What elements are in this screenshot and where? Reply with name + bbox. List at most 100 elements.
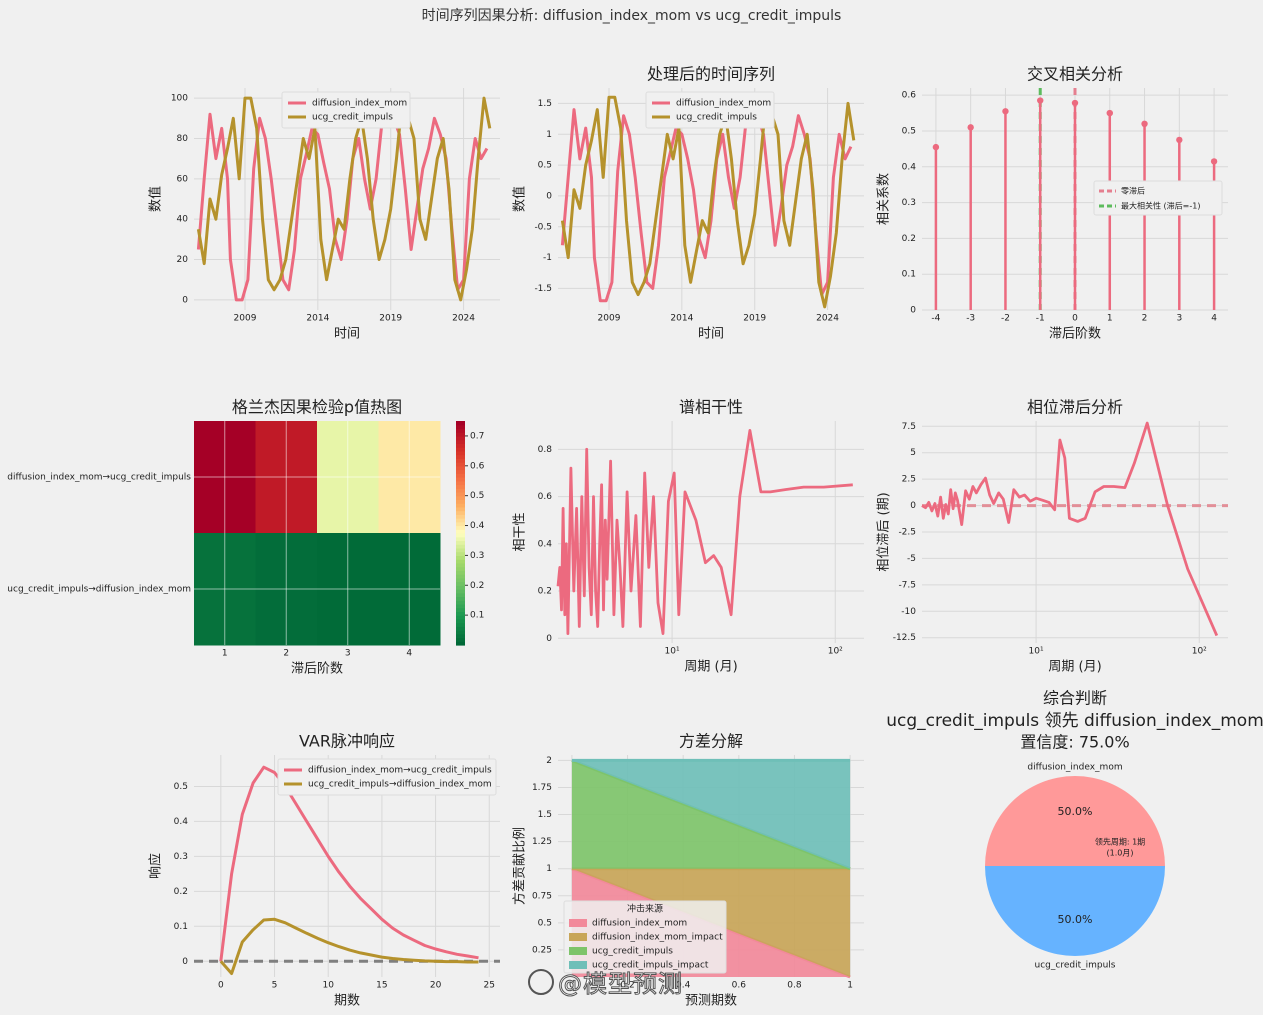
xcorr-marker [1071,99,1079,107]
processed-ylabel: 数值 [512,186,528,212]
colorbar-segment [456,473,465,478]
colorbar-segment [456,510,465,515]
processed-xtick-label: 2024 [816,314,839,324]
heatmap-ytick-label: diffusion_index_mom→ucg_credit_impuls [7,473,191,483]
phase-title: 相位滞后分析 [1027,398,1123,417]
colorbar-segment [456,491,465,497]
processed-legend [645,91,775,129]
colorbar-segment [456,562,465,568]
watermark: @模型预测 [528,964,683,999]
coherence-xlabel: 周期 (月) [684,660,737,675]
vardec-legend-swatch [569,919,587,927]
raw-axes: 2009 2014 2019 2024 0 20 40 60 80 100 时间 数值 diffusio… [148,88,500,342]
processed-ytick-label: 0 [546,191,552,201]
phase-xtick-label: 10² [1192,647,1207,657]
colorbar-segment [456,450,465,456]
irf-ylabel: 响应 [148,853,164,879]
irf-ytick-label: 0.4 [174,817,189,827]
colorbar-segment [456,577,465,583]
phase-ytick-label: 0 [910,501,916,511]
irf-legend-label: ucg_credit_impuls→diffusion_index_mom [308,780,492,790]
pie-slice-1 [985,866,1165,956]
colorbar-segment [456,555,465,560]
irf-series-1 [219,917,479,975]
xcorr-ytick-label: 0.1 [902,270,916,280]
xcorr-xtick-label: -3 [966,314,975,324]
colorbar-segment [456,566,465,571]
colorbar-segment [456,454,465,459]
vardec-ytick-label: 1 [546,864,552,874]
vardec-xtick-label: 0.6 [732,981,747,991]
heatmap-xtick-label: 3 [345,649,351,659]
phase-ytick-label: -7.5 [898,580,916,590]
phase-ytick-label: -5 [907,554,916,564]
processed-ytick-label: -0.5 [534,222,552,232]
heatmap-xtick-label: 2 [283,649,289,659]
vardec-xlabel: 预测期数 [685,994,737,1009]
raw-ytick-label: 60 [177,174,189,184]
irf-ytick-label: 0.3 [174,852,188,862]
irf-ytick-label: 0.2 [174,887,188,897]
colorbar-segment [456,596,465,601]
phase-xtick-label: 10¹ [1029,647,1044,657]
xcorr-marker [967,124,974,131]
colorbar-segment [456,443,465,448]
irf-xtick-label: 20 [430,981,442,991]
vardec-xtick-label: 0 [569,981,575,991]
colorbar-segment [456,439,465,444]
irf-xtick-label: 0 [218,981,224,991]
colorbar-segment [456,600,465,605]
vardec-area-3 [571,760,851,869]
vardec-legend-swatch [569,947,587,955]
raw-ytick-label: 80 [177,134,189,144]
xcorr-marker [1037,97,1044,104]
coherence-title: 谱相干性 [679,398,743,417]
vardec-ytick-label: 0.75 [532,891,552,901]
colorbar-tick-label: 0.2 [470,581,484,591]
colorbar-segment [456,622,465,627]
xcorr-marker [1210,158,1218,165]
colorbar-segment [456,547,465,553]
colorbar-segment [456,630,465,635]
xcorr-marker [1176,136,1183,144]
irf-ytick-label: 0 [182,957,188,967]
colorbar-segment [456,570,465,575]
xcorr-ylabel: 相关系数 [877,173,892,225]
heatmap-ytick-label: ucg_credit_impuls→diffusion_index_mom [7,585,191,595]
vardec-ytick-label: 0.25 [532,945,552,955]
granger-axes: 1 2 3 4 diffusion_index_mom→ucg_credit_impul… [7,398,484,677]
coherence-ytick-label: 0.6 [538,492,553,502]
vardec-xtick-label: 0.2 [620,981,634,991]
colorbar-segment [456,432,465,437]
colorbar-segment [456,506,465,512]
vardec-legend-swatch [569,933,587,941]
vardec-legend-label: ucg_credit_impuls_impact [592,961,709,971]
xcorr-marker [1002,108,1009,115]
xcorr-ytick-label: 0.6 [902,91,917,101]
colorbar-segment [456,536,465,542]
colorbar-segment [456,544,465,549]
pie-title-line-1: 综合判断 [1043,689,1107,708]
xcorr-xtick-label: 2 [1142,314,1148,324]
vardec-legend-label: ucg_credit_impuls [592,947,673,957]
processed-xtick-label: 2019 [743,314,766,324]
xcorr-xtick-label: 1 [1107,314,1113,324]
xcorr-legend [1093,180,1223,216]
pie-title-line-2: ucg_credit_impuls 领先 diffusion_index_mom [886,711,1263,731]
colorbar-segment [456,458,465,463]
processed-series-1 [560,95,856,309]
phase-ytick-label: 7.5 [902,422,916,432]
xcorr-xtick-label: -2 [1001,314,1010,324]
vardec-legend [563,900,727,974]
raw-series-1 [196,96,492,302]
heatmap-xtick-label: 1 [222,649,228,659]
raw-xtick-label: 2024 [452,314,475,324]
colorbar-tick-label: 0.3 [470,551,484,561]
raw-xtick-label: 2019 [379,314,402,324]
processed-xtick-label: 2009 [598,314,621,324]
processed-axes: 2009 2014 2019 2024 -1.5 -1 -0.5 0 0.5 1 1.5 处理后的时间… [512,65,864,342]
colorbar-segment [456,637,465,642]
colorbar-segment [456,533,465,538]
colorbar-segment [456,462,465,467]
